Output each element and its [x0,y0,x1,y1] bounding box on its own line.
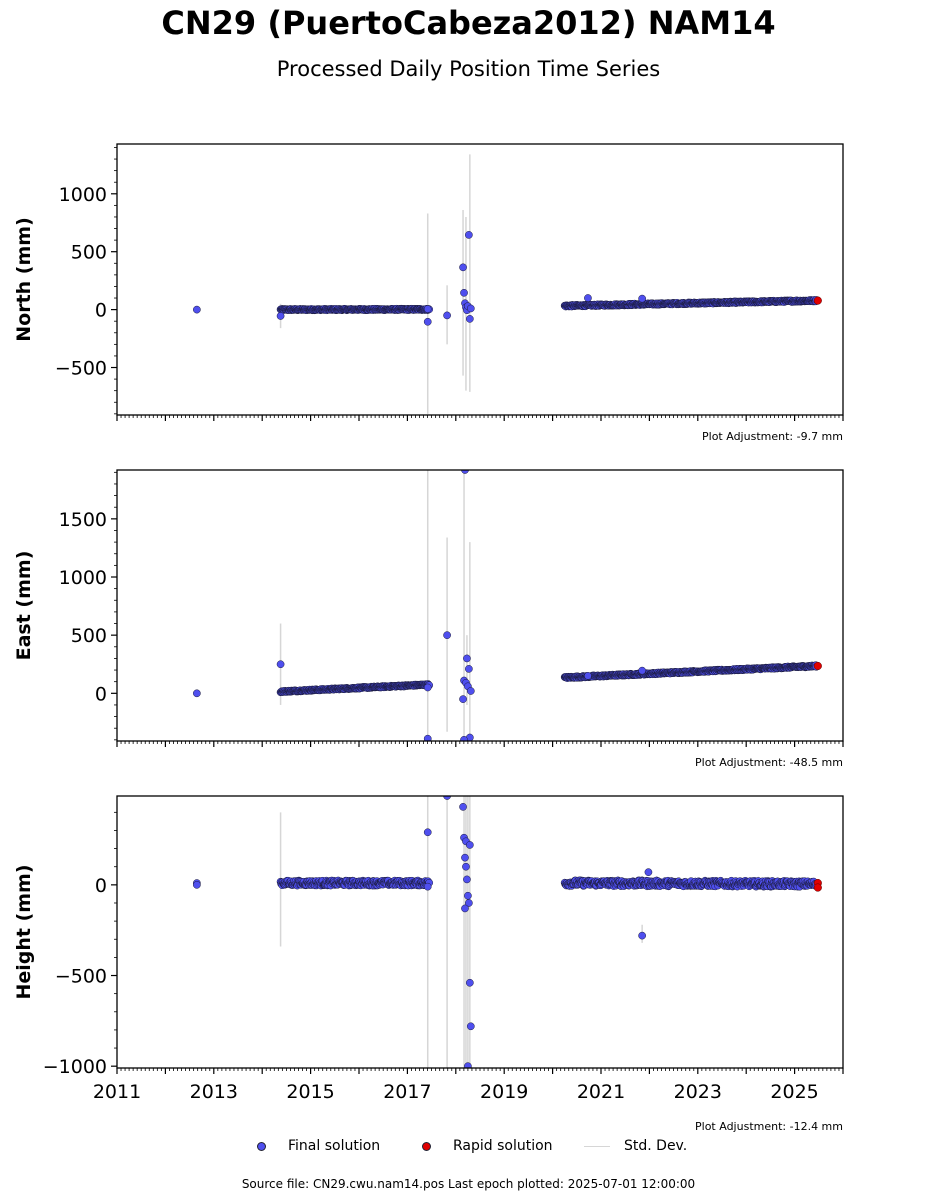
final-point [443,311,451,320]
final-point [461,904,469,913]
y-tick-label: −500 [55,966,107,988]
final-point [465,841,474,849]
y-axis-label: East (mm) [13,551,35,661]
final-point [423,882,432,891]
x-tick-label: 2023 [674,1081,722,1103]
plot-area-height [193,796,822,1068]
final-point [423,828,432,837]
std-line-icon [584,1145,610,1147]
y-tick-label: 0 [95,875,107,897]
final-point [466,304,475,313]
plot-adjustment-label: Plot Adjustment: -9.7 mm [702,430,843,443]
x-tick-label: 2019 [480,1081,528,1103]
rapid-point [813,883,822,892]
final-point [460,288,468,297]
final-point [423,317,432,326]
final-point [461,470,469,474]
y-tick-label: 0 [95,300,107,322]
final-point [464,1062,472,1068]
y-tick-label: 0 [95,683,107,705]
y-tick-label: 500 [71,242,107,264]
x-tick-label: 2015 [286,1081,334,1103]
final-point [463,654,471,663]
rapid-point [813,661,822,671]
final-point [584,672,592,680]
final-point [464,891,472,900]
panel-height: 2011 2013 2015 2017 2019 2021 2023 2025 −1000 −50… [13,795,844,1133]
legend-rapid: Rapid solution [422,1138,553,1154]
legend-std-label: Std. Dev. [624,1138,688,1154]
panel-east: 0 500 1000 1500 East (mm) Plot Adjustment: -4… [13,469,844,769]
legend: Final solution Rapid solution Std. Dev. [0,1138,937,1158]
axes-frame [116,795,844,1069]
final-point [276,660,285,669]
final-point [423,305,432,313]
x-tick-label: 2011 [93,1081,141,1103]
x-tick-label: 2013 [190,1081,238,1103]
final-point [459,803,467,811]
final-point [423,734,432,741]
final-point [193,305,201,314]
final-point [276,312,285,320]
x-tick-label: 2021 [577,1081,625,1103]
y-tick-label: 500 [71,625,107,647]
y-axis-label: North (mm) [13,217,35,342]
final-point [463,875,471,884]
final-point [443,631,451,640]
final-point [461,853,469,862]
plot-adjustment-label: Plot Adjustment: -12.4 mm [695,1120,843,1133]
final-point [465,315,474,323]
chart-title: CN29 (PuertoCabeza2012) NAM14 [161,4,776,42]
y-tick-label: 1000 [59,184,107,206]
final-point [459,695,467,703]
axes-frame [116,143,844,416]
axes-frame [116,469,844,742]
y-tick-label: −500 [55,358,107,380]
y-axis-label: Height (mm) [13,864,35,999]
chart-subtitle: Processed Daily Position Time Series [276,57,661,81]
panel-north: −500 0 500 1000 North (mm) Plot Adjustment: -… [13,143,844,443]
final-marker-icon [257,1141,266,1151]
final-point [465,665,473,673]
x-tick-label: 2025 [770,1081,818,1103]
final-point [644,868,653,877]
final-point [465,978,474,987]
legend-rapid-label: Rapid solution [453,1138,553,1154]
final-point [462,862,470,871]
legend-final-label: Final solution [288,1138,381,1154]
final-point [466,1022,475,1031]
rapid-point [813,296,822,305]
x-tick-label: 2017 [383,1081,431,1103]
final-point [638,294,646,303]
legend-final: Final solution [257,1138,380,1154]
plot-area-east [193,470,822,741]
rapid-marker-icon [422,1141,431,1151]
final-point [638,931,646,940]
final-point [193,881,201,889]
final-point [584,294,592,302]
plot-area-north [193,154,822,414]
final-point [465,231,473,239]
final-point [193,689,201,698]
final-point [638,666,646,675]
final-point [466,687,475,695]
legend-std: Std. Dev. [584,1138,687,1154]
y-tick-label: 1500 [59,509,107,531]
y-tick-label: 1000 [59,567,107,589]
y-tick-label: −1000 [43,1056,107,1078]
source-footer: Source file: CN29.cwu.nam14.pos Last epo… [241,1177,696,1191]
final-point [460,735,468,741]
final-point [459,263,467,272]
final-point [423,683,432,692]
plot-adjustment-label: Plot Adjustment: -48.5 mm [695,756,843,769]
final-point [465,899,473,907]
